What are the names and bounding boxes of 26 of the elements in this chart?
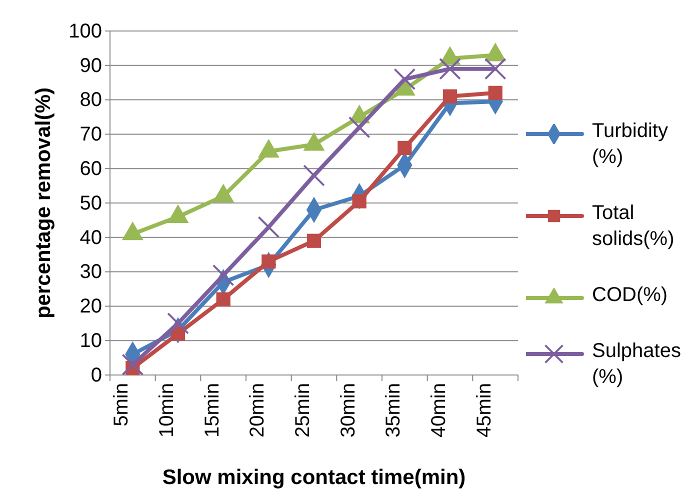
legend-label: Turbidity (%) [592, 120, 668, 168]
legend-label: Total solids(%) [592, 202, 674, 250]
x-tick-label: 15min [201, 383, 224, 438]
x-tick-label: 20min [246, 383, 269, 438]
y-tick-label: 40 [80, 226, 102, 249]
x-tick-label: 35min [382, 383, 405, 438]
y-tick-label: 70 [80, 124, 102, 146]
y-tick-label: 80 [80, 89, 102, 112]
y-tick-label: 90 [80, 54, 102, 77]
y-tick-label: 60 [80, 158, 102, 180]
x-tick-label: 10min [156, 383, 178, 438]
y-tick-label: 0 [90, 364, 102, 386]
x-tick-label: 40min [428, 383, 450, 438]
x-axis-title: Slow mixing contact time(min) [162, 466, 466, 489]
y-tick-label: 100 [68, 20, 102, 42]
x-tick-label: 30min [337, 383, 360, 438]
y-axis-title: percentage removal(%) [32, 87, 55, 319]
x-tick-label: 25min [292, 383, 314, 438]
y-tick-label: 50 [80, 192, 102, 214]
legend-label: Sulphates(%) [592, 340, 681, 388]
y-tick-label: 10 [80, 330, 102, 352]
y-tick-label: 30 [80, 261, 102, 284]
y-tick-label: 20 [80, 296, 102, 318]
x-tick-label: 45min [473, 383, 496, 438]
legend-label: COD(%) [592, 284, 668, 306]
x-tick-label: 5min [110, 383, 133, 426]
